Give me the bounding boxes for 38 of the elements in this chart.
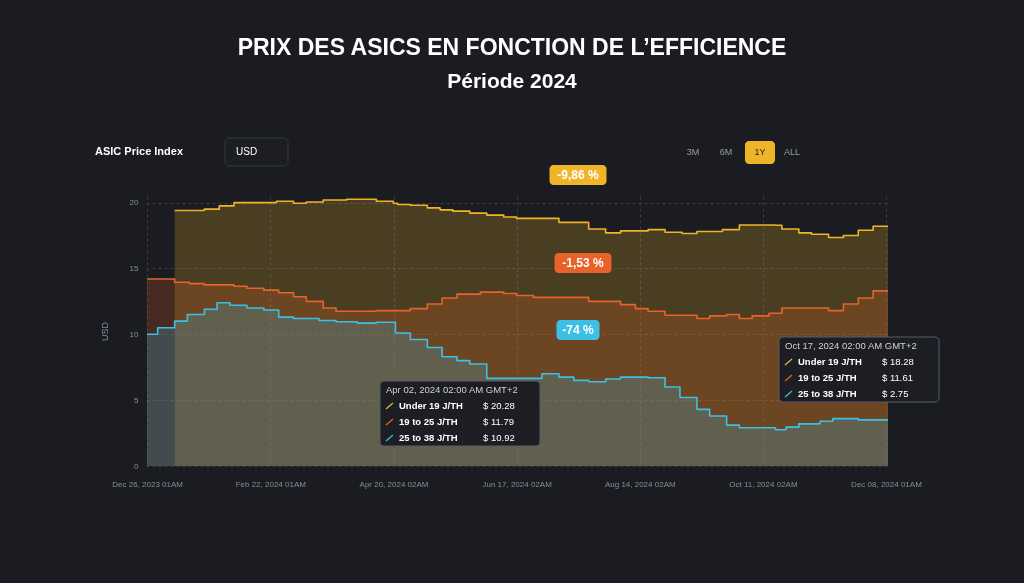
- text: 3M: [686, 147, 700, 157]
- annotation: $ 20.28: [483, 400, 515, 411]
- x-tick-label: Feb 22, 2024 01AM: [235, 479, 307, 489]
- text: USD: [236, 146, 258, 157]
- legend-label: Under 19 J/TH: [399, 400, 464, 411]
- chart-title: PRIX DES ASICS EN FONCTION DE L’EFFICIENCE: [237, 34, 787, 60]
- chart-subtitle: Période 2024: [447, 69, 578, 92]
- text: ASIC Price Index: [95, 145, 184, 157]
- text: -9,86 %: [557, 168, 600, 182]
- y-axis-title: USD: [99, 321, 110, 342]
- annotation: Apr 02, 2024 02:00 AM GMT+2: [386, 384, 518, 395]
- y-tick-label: 20: [129, 198, 140, 208]
- annotation: -74 %: [562, 323, 594, 337]
- legend-label: 19 to 25 J/TH: [399, 416, 458, 427]
- text: Under 19 J/TH: [798, 356, 862, 367]
- y-tick-label: 5: [134, 395, 140, 405]
- y-tick-label: 0: [134, 461, 140, 471]
- text: ALL: [783, 147, 801, 157]
- legend-label: 25 to 38 J/TH: [399, 432, 458, 443]
- text: 1Y: [754, 147, 766, 157]
- text: 6M: [719, 147, 733, 157]
- x-tick-label: Apr 20, 2024 02AM: [359, 479, 429, 489]
- annotation: $ 2.75: [882, 388, 909, 399]
- text: 25 to 38 J/TH: [798, 388, 857, 399]
- x-tick-label: Jun 17, 2024 02AM: [482, 479, 553, 489]
- x-tick-label: Dec 26, 2023 01AM: [112, 479, 184, 489]
- y-tick-label: 15: [129, 263, 140, 273]
- annotation: Oct 17, 2024 02:00 AM GMT+2: [785, 340, 917, 351]
- annotation: -1,53 %: [562, 256, 605, 270]
- text: 19 to 25 J/TH: [798, 372, 857, 383]
- annotation: $ 11.61: [882, 372, 913, 383]
- annotation: $ 18.28: [882, 356, 914, 367]
- x-tick-label: Aug 14, 2024 02AM: [604, 479, 676, 489]
- annotation: $ 10.92: [483, 432, 515, 443]
- x-tick-label: Dec 08, 2024 01AM: [851, 479, 923, 489]
- x-tick-label: Oct 11, 2024 02AM: [729, 479, 798, 489]
- annotation: $ 11.79: [483, 416, 514, 427]
- y-tick-label: 10: [129, 329, 140, 339]
